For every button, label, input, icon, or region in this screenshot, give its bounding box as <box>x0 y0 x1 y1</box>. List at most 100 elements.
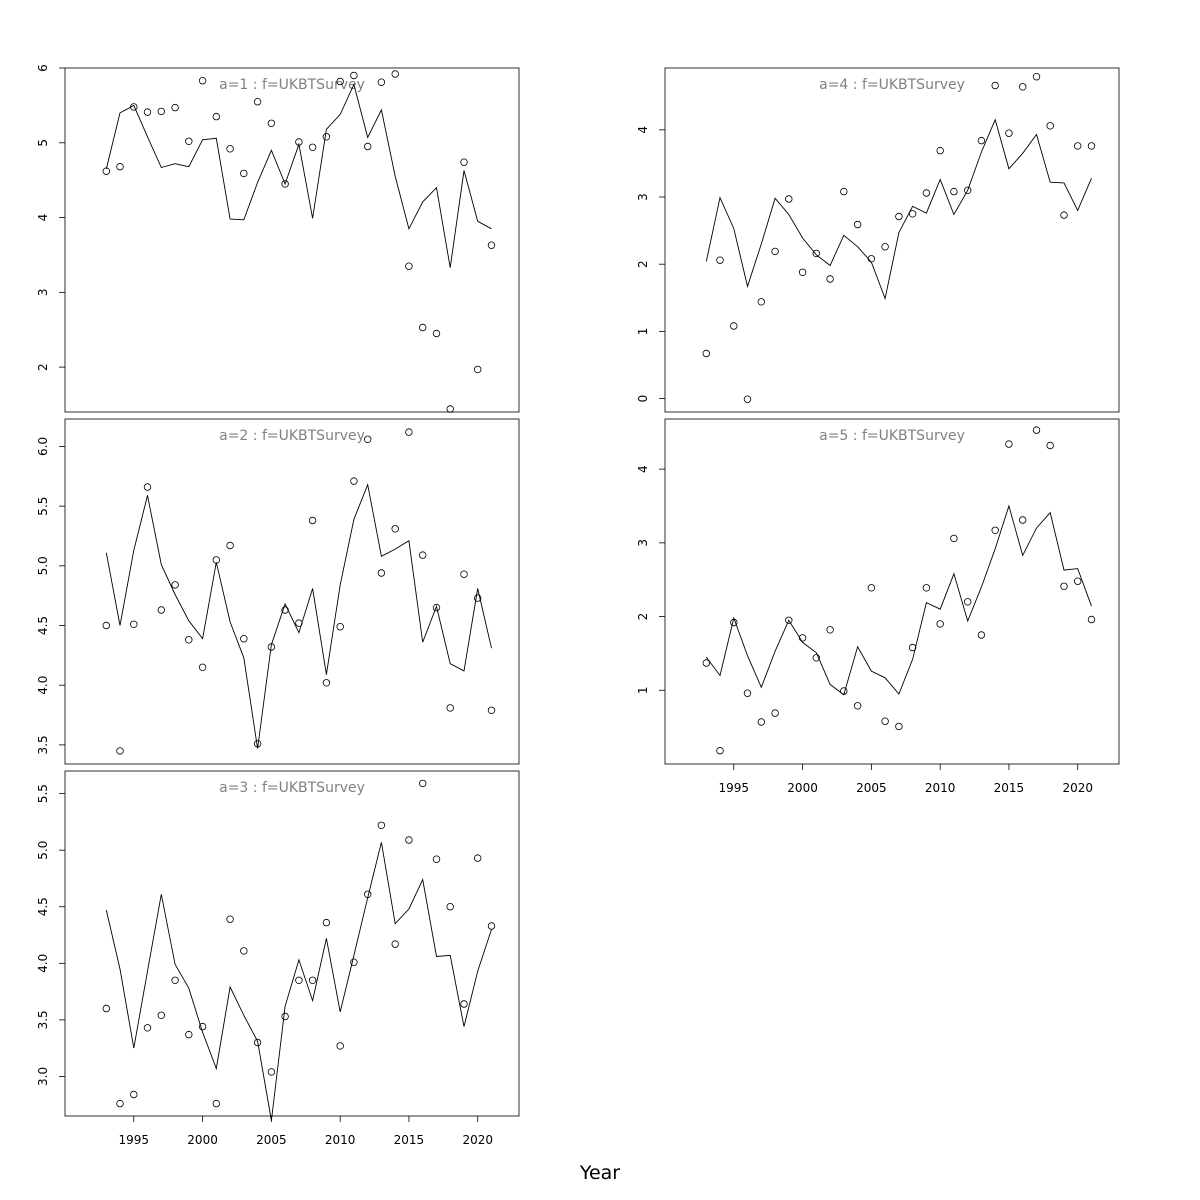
fitted-line <box>705 504 1092 696</box>
observed-point <box>730 618 738 627</box>
panel-frame <box>64 418 520 765</box>
y-tick-label: 3.5 <box>36 735 50 754</box>
x-tick-label: 2015 <box>394 1133 425 1147</box>
y-tick-label: 6 <box>36 64 50 72</box>
observed-point <box>840 187 848 196</box>
x-tick-label: 2010 <box>325 1133 356 1147</box>
panel-3: 3.0 3.5 4.0 4.5 5.0 5.5 1995 2000 2005 2010 2015 20… <box>36 770 520 1147</box>
observed-point <box>336 77 344 86</box>
observed-point <box>936 620 944 628</box>
x-tick-label: 2020 <box>462 1133 493 1147</box>
observed-point <box>1073 142 1082 150</box>
observed-point <box>350 71 358 80</box>
observed-point <box>253 740 262 748</box>
observed-point <box>198 76 207 85</box>
observed-point <box>826 626 834 634</box>
observed-point <box>474 854 482 862</box>
observed-point <box>185 636 193 644</box>
observed-point <box>130 1090 138 1099</box>
observed-point <box>143 108 152 116</box>
observed-point <box>446 903 454 911</box>
y-tick-label: 4 <box>36 214 50 222</box>
observed-point <box>198 663 207 671</box>
y-tick-label: 2 <box>636 613 650 621</box>
x-tick-label: 2000 <box>787 781 818 795</box>
observed-point <box>130 620 138 628</box>
observed-point <box>281 606 289 614</box>
y-tick-label: 1 <box>636 686 650 694</box>
observed-point <box>240 635 248 643</box>
observed-point <box>102 1004 110 1013</box>
observed-point <box>212 1099 220 1108</box>
observed-point <box>102 621 110 630</box>
observed-point <box>185 1030 193 1039</box>
observed-point <box>322 133 331 141</box>
observed-point <box>267 1068 276 1076</box>
observed-point <box>908 210 917 218</box>
y-tick-label: 4 <box>636 465 650 473</box>
observed-point <box>364 142 372 151</box>
observed-point <box>991 81 999 90</box>
observed-point <box>350 477 358 485</box>
observed-point <box>419 323 427 332</box>
y-tick-label: 5.5 <box>36 784 50 803</box>
x-tick-label: 2015 <box>994 781 1025 795</box>
observed-point <box>1087 615 1096 624</box>
observed-point <box>977 136 986 145</box>
y-tick-label: 4.0 <box>36 676 50 695</box>
observed-point <box>212 112 220 121</box>
y-tick-label: 4 <box>636 126 650 134</box>
observed-point <box>1060 211 1068 219</box>
observed-point <box>295 138 303 146</box>
y-tick-label: 6.0 <box>36 437 50 456</box>
observed-point <box>446 704 454 712</box>
observed-point <box>102 167 110 175</box>
observed-point <box>1046 441 1054 450</box>
y-tick-label: 0 <box>636 395 650 403</box>
panel-1: 2 3 4 5 6 a=1 : f=UKBTSurvey <box>36 64 520 413</box>
observed-point <box>432 603 441 612</box>
observed-point <box>964 598 972 606</box>
y-tick-label: 5 <box>36 139 50 147</box>
observed-point <box>964 186 972 194</box>
observed-point <box>226 145 234 153</box>
x-tick-label: 2000 <box>187 1133 218 1147</box>
observed-point <box>295 976 303 984</box>
observed-point <box>419 779 427 788</box>
observed-point <box>881 717 889 725</box>
observed-point <box>212 556 220 564</box>
y-tick-label: 3 <box>636 539 650 547</box>
observed-point <box>895 212 903 221</box>
observed-point <box>308 976 317 984</box>
observed-point <box>364 890 372 898</box>
observed-point <box>377 821 386 829</box>
observed-point <box>716 256 724 264</box>
observed-point <box>240 947 248 955</box>
observed-point <box>1032 426 1041 434</box>
observed-point <box>267 643 276 651</box>
observed-point <box>226 541 234 550</box>
x-tick-label: 2010 <box>925 781 956 795</box>
x-tick-label: 1995 <box>719 781 750 795</box>
observed-point <box>116 1099 124 1108</box>
observed-point <box>377 569 386 577</box>
observed-point <box>391 525 399 533</box>
y-tick-label: 4.5 <box>36 616 50 635</box>
observed-point <box>130 103 138 111</box>
observed-point <box>785 195 793 203</box>
observed-point <box>867 255 876 263</box>
observed-point <box>840 687 848 695</box>
panel-4: 0 1 2 3 4 a=4 : f=UKBTSurvey <box>636 67 1120 413</box>
observed-point <box>322 918 331 927</box>
observed-point <box>702 349 710 358</box>
y-tick-label: 4.0 <box>36 954 50 973</box>
observed-point <box>322 679 331 687</box>
observed-point <box>460 158 468 166</box>
observed-point <box>853 702 862 710</box>
observed-point <box>171 103 179 112</box>
y-tick-label: 4.5 <box>36 897 50 916</box>
observed-point <box>757 298 765 306</box>
y-tick-label: 3.5 <box>36 1010 50 1029</box>
observed-point <box>950 187 958 196</box>
observed-point <box>143 483 152 491</box>
